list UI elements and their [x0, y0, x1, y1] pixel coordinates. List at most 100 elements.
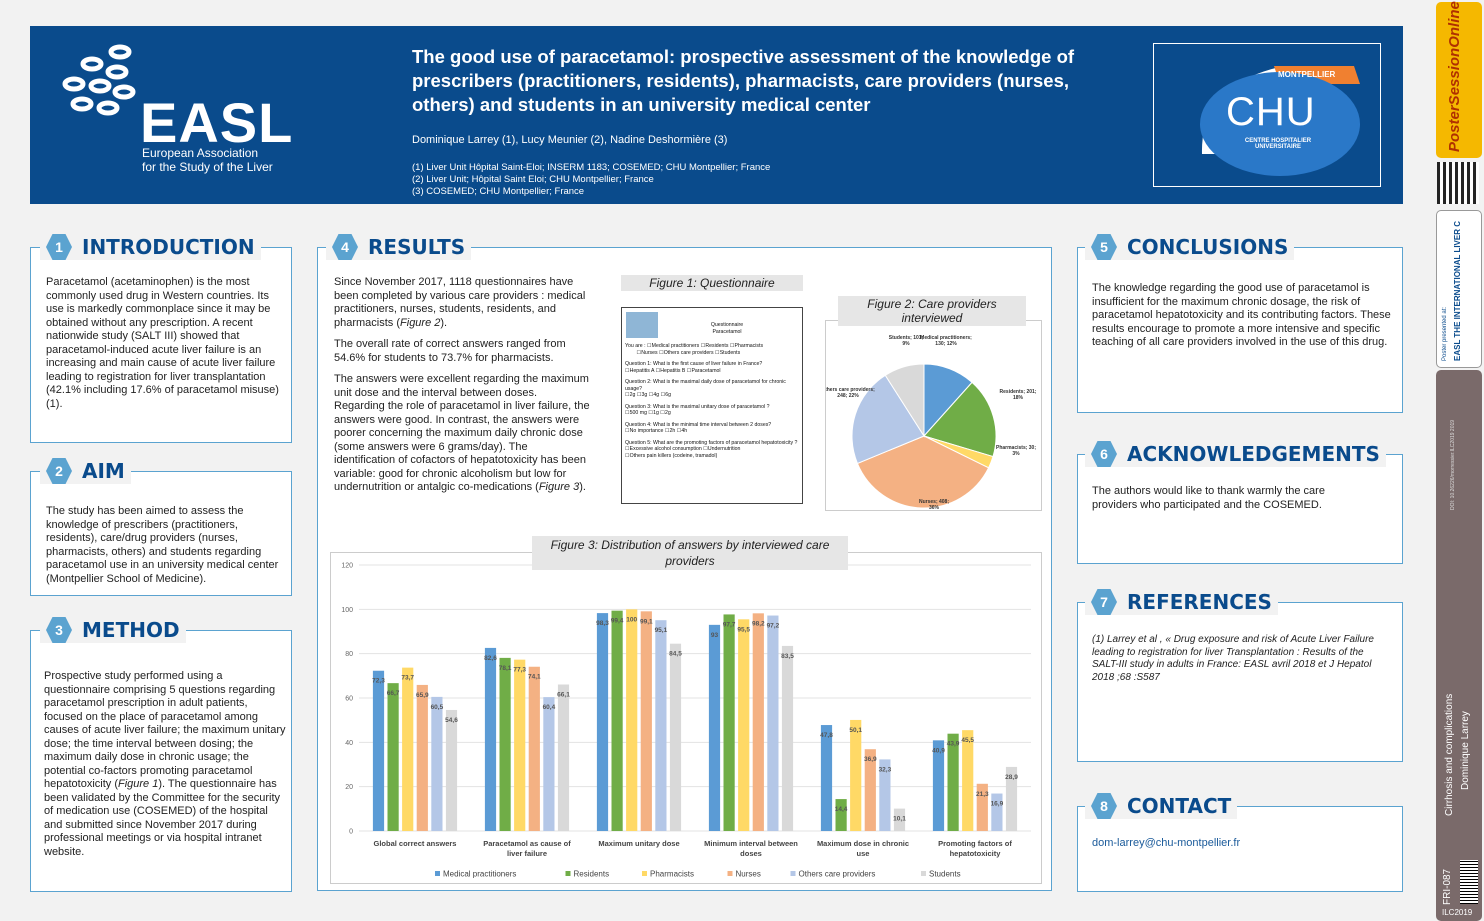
legend-swatch [435, 871, 440, 876]
section-title: CONCLUSIONS [1127, 235, 1289, 259]
you-are-label: You are : [625, 343, 646, 349]
bar-chart: 0 20 40 60 80 100 120 72,366,7 73,7 65,960,554,6 G… [341, 563, 1031, 879]
x-category-line: Maximum unitary dose [598, 839, 679, 848]
results-text: Since November 2017, 1118 questionnaires… [334, 276, 590, 503]
bar-data-label: 97,7 [723, 621, 736, 628]
introduction-header: 1 INTRODUCTION [40, 234, 261, 260]
q4-option: No importance [629, 428, 664, 434]
poster-info-strip: DOI: 10.26226/morressier.ILC2019 2019 Ci… [1436, 370, 1482, 921]
section-number: 1 [46, 234, 72, 260]
bar-data-label: 95,5 [737, 626, 750, 633]
bar-data-label: 82,6 [484, 655, 497, 662]
pie-label-line: Others care providers; [826, 387, 875, 393]
x-category-line: use [857, 849, 870, 858]
chu-subtitle: CENTRE HOSPITALIER UNIVERSITAIRE [1234, 138, 1322, 150]
contact-box [1077, 806, 1403, 892]
x-category-line: Promoting factors of [938, 839, 1012, 848]
bar [850, 719, 862, 831]
question-5: Question 5: What are the promoting facto… [625, 439, 798, 446]
legend-label: Others care providers [799, 870, 876, 879]
section-title: INTRODUCTION [82, 235, 255, 259]
q2-options: ☐2g ☐3g ☐4g ☐6g [625, 392, 672, 398]
bar-data-label: 66,1 [557, 691, 570, 698]
bar [879, 759, 891, 831]
bar [372, 670, 385, 831]
bar [669, 643, 682, 831]
introduction-text: Paracetamol (acetaminophen) is the most … [46, 276, 279, 410]
bar-data-label: 43,9 [947, 741, 960, 748]
references-box [1077, 602, 1403, 762]
pie-label-line: Nurses; 408; [919, 499, 949, 505]
section-title: METHOD [82, 618, 180, 642]
section-number: 4 [332, 234, 358, 260]
question-1: Question 1: What is the first cause of l… [625, 361, 763, 367]
method-text-b: ). The questionnaire has been validated … [44, 778, 281, 858]
bar [947, 733, 959, 831]
barcode-icon [1460, 860, 1478, 904]
bar [557, 684, 570, 831]
bar-data-label: 32,3 [879, 766, 892, 773]
question-2: Question 2: What is the maximal daily do… [625, 379, 786, 392]
bar [962, 730, 974, 831]
q2-option: 4g [653, 392, 660, 398]
bar-data-label: 72,3 [372, 678, 385, 685]
figure1-caption: Figure 1: Questionnaire [621, 275, 803, 291]
qr-code-icon[interactable] [1437, 162, 1479, 204]
section-number: 7 [1091, 589, 1117, 615]
pie-slice [923, 381, 997, 458]
figure3-caption: Figure 3: Distribution of answers by int… [532, 536, 848, 570]
congress-badge: Poster presented at: EASL THE INTERNATIO… [1436, 210, 1482, 368]
affiliation-1: (1) Liver Unit Hôpital Saint-Eloi; INSER… [412, 162, 771, 173]
q1-options: ☐Hepatitis A ☐Hepatitis B ☐Paracetamol [625, 367, 721, 374]
doi-text: DOI: 10.26226/morressier.ILC2019 2019 [1450, 419, 1456, 510]
bar [723, 614, 735, 831]
x-category-line: hepatotoxicity [950, 849, 1002, 858]
results-header: 4 RESULTS [326, 234, 472, 260]
bar-data-label: 83,5 [781, 653, 794, 660]
results-paragraph-2: The overall rate of correct answers rang… [334, 338, 566, 364]
bar [1005, 766, 1018, 831]
bar-data-label: 40,9 [932, 747, 945, 754]
questionnaire-figure: Questionnaire Paracetamol You are : ☐Med… [621, 307, 803, 504]
easl-sub-line1: European Association [142, 146, 259, 160]
q2-option: 3g [641, 392, 648, 398]
legend-swatch [921, 871, 926, 876]
bar-data-label: 45,5 [961, 737, 974, 744]
bar-data-label: 98,3 [596, 620, 609, 627]
poster-authors: Dominique Larrey (1), Lucy Meunier (2), … [412, 134, 728, 146]
pie-label-line: 3% [1012, 451, 1020, 457]
method-header: 3 METHOD [40, 617, 186, 643]
pie-slice [856, 435, 990, 509]
q3-option: 1g [653, 410, 659, 416]
section-title: AIM [82, 459, 125, 483]
x-category-line: Maximum dose in chronic [817, 839, 909, 848]
poster-session-online-badge[interactable]: PosterSessionOnline [1436, 1, 1482, 158]
pie-slice-label: Pharmacists; 30; 3% [996, 445, 1036, 457]
questionnaire-roles: You are : ☐Medical practitioners ☐Reside… [625, 343, 764, 356]
legend-swatch [790, 871, 796, 876]
sidebar-author: Dominique Larrey [1460, 711, 1471, 790]
contact-email-link[interactable]: dom-larrey@chu-montpellier.fr [1092, 837, 1241, 849]
bar [514, 659, 526, 831]
results-p3b: ). [579, 481, 586, 493]
results-figure-ref: Figure 3 [538, 481, 580, 493]
q5-option: Others pain killers (codeine, tramadol) [629, 452, 718, 459]
aim-header: 2 AIM [40, 458, 131, 484]
easl-logo-subtitle: European Association for the Study of th… [142, 146, 273, 174]
bar-data-label: 95,1 [655, 627, 668, 634]
chu-sub2: UNIVERSITAIRE [1255, 144, 1301, 150]
section-number: 2 [46, 458, 72, 484]
pie-chart-frame: Medical practitioners; 130; 12% Residents;… [821, 320, 1042, 511]
pie-chart: Medical practitioners; 130; 12% Residents;… [821, 335, 1037, 511]
pie-slice-label: Medical practitioners; 130; 12% [920, 335, 972, 347]
topic-text: Cirrhosis and complications [1444, 693, 1455, 816]
x-category-line: Global correct answers [374, 839, 457, 848]
results-p1b: ). [440, 316, 448, 329]
bar-data-label: 28,9 [1005, 774, 1018, 781]
results-paragraph-1: Since November 2017, 1118 questionnaires… [334, 276, 590, 330]
section-title: REFERENCES [1127, 590, 1272, 614]
q1-option: Paracetamol [691, 367, 721, 374]
y-tick-label: 100 [341, 607, 353, 614]
q1-option: Hepatitis B [660, 367, 686, 374]
pie-label-line: Pharmacists; 30; [996, 445, 1036, 451]
